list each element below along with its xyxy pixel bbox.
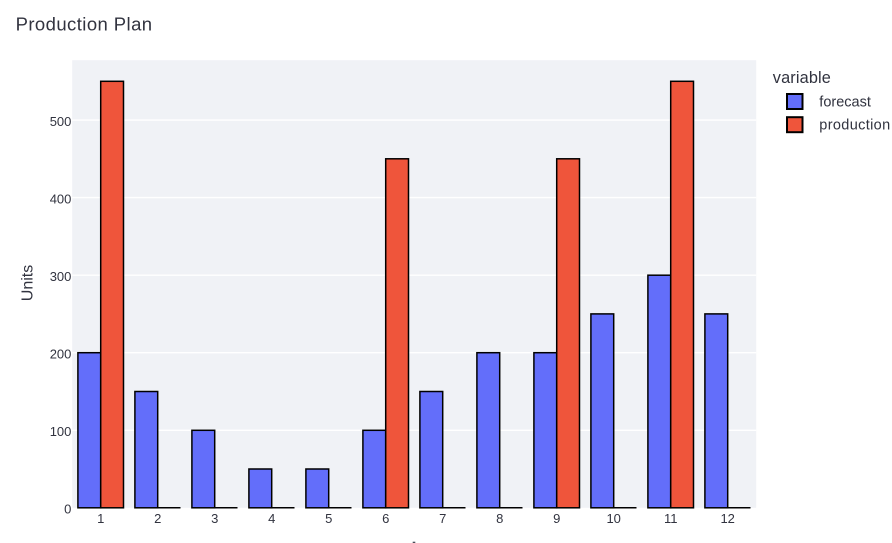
- svg-text:7: 7: [439, 511, 446, 526]
- svg-text:8: 8: [496, 511, 503, 526]
- svg-text:0: 0: [64, 502, 71, 517]
- svg-text:forecast: forecast: [819, 94, 871, 110]
- svg-text:9: 9: [553, 511, 560, 526]
- svg-text:3: 3: [211, 511, 218, 526]
- svg-text:2: 2: [154, 511, 161, 526]
- svg-text:12: 12: [720, 511, 734, 526]
- svg-text:variable: variable: [773, 69, 831, 87]
- svg-text:4: 4: [268, 511, 275, 526]
- svg-text:6: 6: [382, 511, 389, 526]
- svg-text:Units: Units: [20, 265, 37, 301]
- svg-text:5: 5: [325, 511, 332, 526]
- svg-text:400: 400: [50, 192, 72, 207]
- svg-text:100: 100: [50, 424, 72, 439]
- svg-text:production: production: [819, 117, 890, 133]
- svg-text:10: 10: [606, 511, 620, 526]
- svg-text:300: 300: [50, 269, 72, 284]
- svg-text:Production Plan: Production Plan: [16, 13, 153, 34]
- svg-text:500: 500: [50, 114, 72, 129]
- svg-text:200: 200: [50, 347, 72, 362]
- svg-text:11: 11: [664, 511, 678, 526]
- svg-text:1: 1: [97, 511, 104, 526]
